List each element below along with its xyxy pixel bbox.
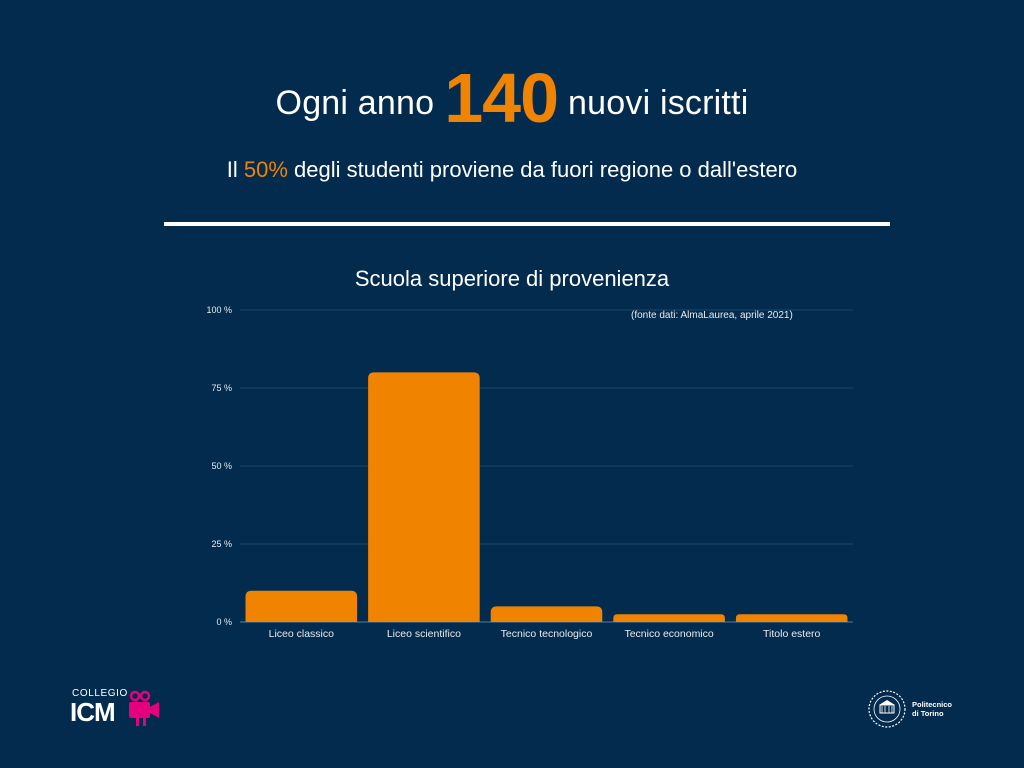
bar (490, 606, 603, 622)
x-tick-label: Tecnico tecnologico (501, 628, 593, 640)
collegio-icm-logo: COLLEGIO ICM (70, 688, 170, 733)
chart-title: Scuola superiore di provenienza (354, 266, 670, 291)
subline-post: degli studenti proviene da fuori regione… (294, 157, 798, 182)
logo-icm-small-text: COLLEGIO (72, 688, 128, 699)
polito-line2: di Torino (912, 709, 944, 718)
x-tick-label: Titolo estero (763, 628, 821, 640)
subline: Il 50% degli studenti proviene da fuori … (0, 157, 1024, 183)
y-tick-label: 75 % (211, 383, 232, 393)
polito-seal-icon (868, 690, 906, 728)
polito-line1: Politecnico (912, 700, 953, 709)
y-tick-label: 100 % (206, 305, 232, 315)
politecnico-torino-logo: Politecnico di Torino (866, 688, 966, 730)
x-tick-label: Liceo classico (269, 628, 335, 640)
divider (164, 222, 890, 226)
subline-percent: 50% (243, 157, 288, 182)
logo-icm-big-text: ICM (70, 697, 116, 727)
source-note: (fonte dati: AlmaLaurea, aprile 2021) (631, 310, 793, 321)
y-tick-label: 50 % (211, 461, 232, 471)
camera-icon (129, 690, 159, 726)
subline-pre: Il (226, 157, 238, 182)
y-tick-label: 0 % (216, 617, 232, 627)
bar (368, 372, 480, 622)
y-tick-label: 25 % (211, 539, 232, 549)
bar (245, 590, 358, 622)
bar (613, 614, 725, 622)
headline-post: nuovi iscritti (568, 84, 749, 122)
headline-number: 140 (444, 59, 559, 137)
x-tick-label: Tecnico economico (624, 628, 713, 640)
headline: Ogni anno 140 nuovi iscritti (0, 58, 1024, 138)
headline-pre: Ogni anno (275, 84, 435, 122)
x-tick-label: Liceo scientifico (387, 628, 461, 640)
bar (735, 614, 848, 622)
